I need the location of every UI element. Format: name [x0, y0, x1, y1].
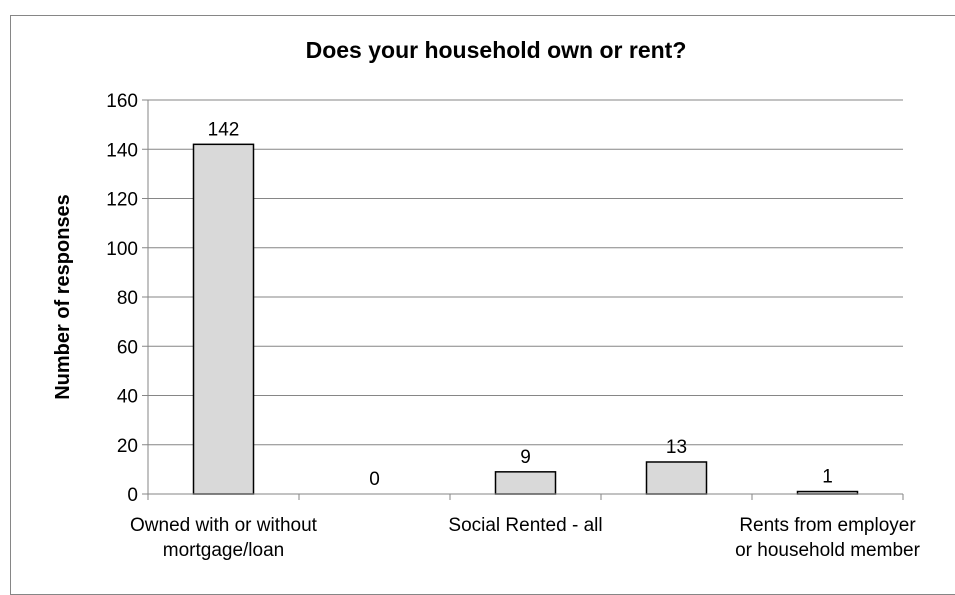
chart-frame	[10, 15, 955, 595]
data-label: 13	[666, 437, 687, 458]
category-label: mortgage/loan	[163, 540, 284, 561]
y-tick-labels: 0 20 40 60 80 100 120 140 160	[106, 91, 138, 506]
y-tick-label: 40	[117, 387, 138, 408]
y-tick-label: 140	[106, 140, 138, 161]
data-label: 9	[520, 447, 531, 468]
axes	[147, 100, 904, 500]
y-tick-label: 100	[106, 239, 138, 260]
bar-chart: Does your household own or rent? Number …	[52, 37, 921, 561]
bars	[192, 143, 859, 495]
y-tick-label: 60	[117, 337, 138, 358]
y-tick-label: 20	[117, 436, 138, 457]
y-tick-label: 0	[127, 485, 138, 506]
category-label: Owned with or without	[130, 515, 318, 536]
category-label: Social Rented - all	[448, 515, 602, 536]
category-labels: Owned with or without mortgage/loan Social…	[130, 515, 921, 561]
category-label: Rents from employer	[739, 515, 916, 536]
data-label: 142	[208, 119, 240, 140]
y-tick-label: 120	[106, 190, 138, 211]
grid-lines	[142, 99, 903, 495]
data-label: 0	[369, 469, 380, 490]
bar	[645, 461, 708, 495]
category-label: or household member	[735, 540, 920, 561]
data-labels: 142 0 9 13 1	[208, 119, 833, 490]
y-tick-label: 160	[106, 91, 138, 112]
chart-title: Does your household own or rent?	[306, 37, 687, 63]
bar	[494, 471, 557, 495]
bar	[192, 143, 255, 495]
y-tick-label: 80	[117, 288, 138, 309]
y-axis-label: Number of responses	[52, 194, 74, 400]
data-label: 1	[822, 467, 833, 488]
